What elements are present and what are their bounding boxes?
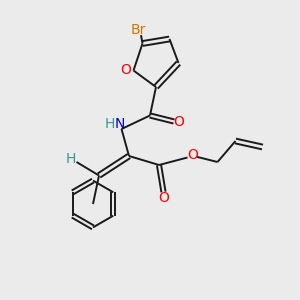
Text: O: O (173, 115, 184, 128)
Text: H: H (66, 152, 76, 166)
Text: O: O (121, 64, 131, 77)
Text: O: O (158, 191, 169, 205)
Text: H: H (104, 118, 115, 131)
Text: O: O (188, 148, 198, 162)
Text: N: N (115, 118, 125, 131)
Text: Br: Br (130, 23, 146, 37)
